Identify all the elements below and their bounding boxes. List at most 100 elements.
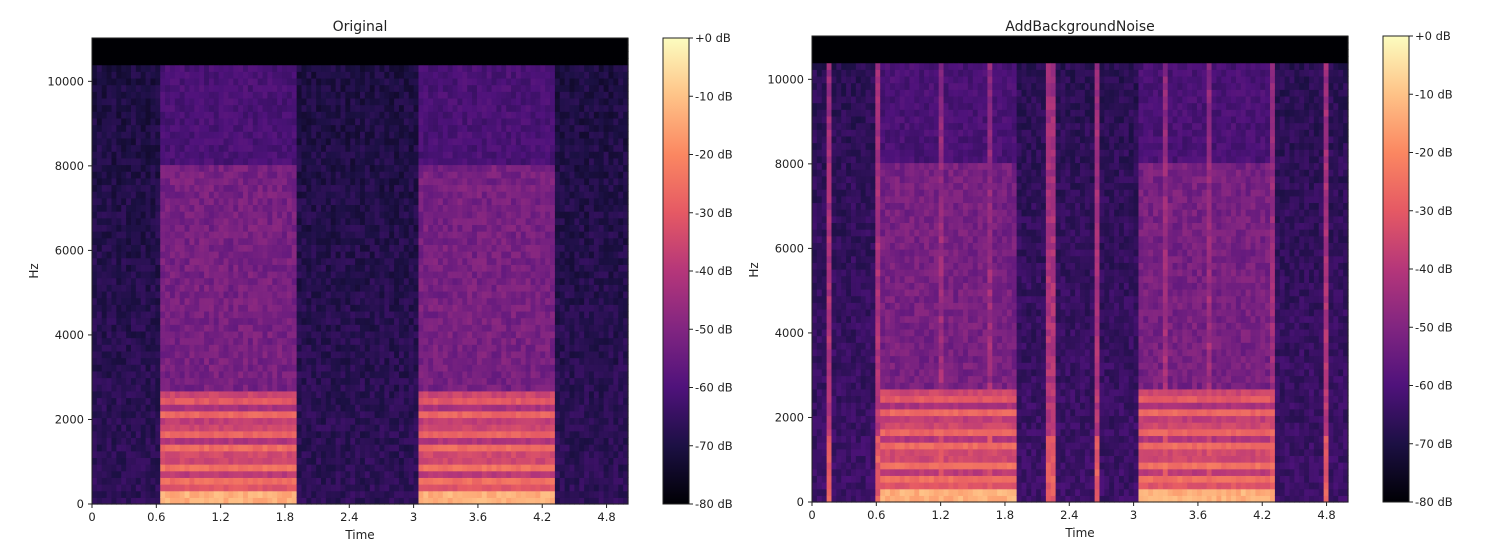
spectrogram-cell [394, 137, 400, 146]
spectrogram-cell [252, 277, 259, 285]
spectrogram-cell [174, 424, 181, 432]
spectrogram-cell [189, 337, 195, 345]
spectrogram-cell [316, 290, 322, 299]
spectrogram-cell [413, 77, 420, 86]
spectrogram-cell [413, 91, 420, 99]
spectrogram-cell [340, 84, 346, 92]
spectrogram-cell [208, 377, 215, 385]
spectrogram-cell [408, 151, 415, 159]
spectrogram-cell [272, 337, 278, 345]
spectrogram-cell [218, 38, 225, 46]
spectrogram-cell [189, 317, 195, 325]
spectrogram-cell [126, 97, 132, 106]
spectrogram-cell [350, 384, 356, 392]
spectrogram-cell [418, 38, 424, 46]
spectrogram-cell [145, 157, 152, 166]
spectrogram-cell [199, 430, 205, 439]
spectrogram-cell [369, 38, 376, 46]
spectrogram-cell [408, 457, 415, 465]
spectrogram-cell [155, 257, 161, 265]
spectrogram-cell [364, 77, 371, 86]
spectrogram-cell [194, 484, 200, 492]
spectrogram-cell [223, 417, 230, 425]
spectrogram-cell [155, 424, 161, 432]
spectrogram-cell [355, 444, 361, 452]
spectrogram-cell [165, 437, 171, 445]
spectrogram-cell [286, 317, 293, 325]
spectrogram-cell [238, 424, 244, 432]
spectrogram-cell [247, 464, 254, 472]
spectrogram-cell [92, 430, 98, 439]
spectrogram-cell [335, 177, 342, 186]
spectrogram-cell [389, 497, 395, 505]
spectrogram-cell [238, 377, 244, 385]
spectrogram-cell [126, 317, 132, 325]
spectrogram-cell [238, 191, 244, 199]
spectrogram-cell [238, 410, 244, 419]
spectrogram-cell [247, 477, 254, 485]
spectrogram-cell [96, 131, 103, 139]
spectrogram-cell [204, 324, 210, 332]
spectrogram-cell [360, 350, 366, 359]
spectrogram-cell [301, 497, 307, 505]
spectrogram-cell [116, 71, 122, 79]
spectrogram-cell [189, 470, 195, 478]
spectrogram-cell [306, 490, 312, 498]
spectrogram-cell [204, 91, 210, 99]
spectrogram-cell [433, 131, 439, 139]
spectrogram-cell [106, 297, 113, 305]
spectrogram-cell [238, 317, 244, 325]
spectrogram-cell [92, 91, 98, 99]
spectrogram-cell [135, 477, 142, 485]
spectrogram-cell [223, 217, 230, 225]
spectrogram-cell [262, 304, 269, 312]
spectrogram-cell [243, 184, 249, 192]
spectrogram-cell [252, 344, 259, 352]
spectrogram-cell [296, 330, 303, 339]
spectrogram-cell [379, 91, 385, 99]
spectrogram-cell [92, 457, 98, 465]
spectrogram-cell [360, 237, 366, 245]
spectrogram-cell [272, 430, 278, 439]
spectrogram-cell [286, 71, 293, 79]
spectrogram-cell [389, 44, 395, 52]
spectrogram-cell [194, 377, 200, 385]
spectrogram-cell [398, 211, 405, 219]
spectrogram-cell [218, 397, 225, 405]
spectrogram-cell [355, 117, 361, 126]
spectrogram-cell [233, 290, 239, 299]
spectrogram-cell [296, 204, 303, 212]
spectrogram-cell [369, 237, 376, 245]
spectrogram-cell [272, 297, 278, 305]
spectrogram-cell [355, 324, 361, 332]
spectrogram-cell [316, 97, 322, 106]
spectrogram-cell [145, 384, 152, 392]
spectrogram-cell [413, 290, 420, 299]
spectrogram-cell [316, 464, 322, 472]
spectrogram-cell [121, 211, 127, 219]
spectrogram-cell [277, 164, 283, 172]
spectrogram-cell [286, 430, 293, 439]
spectrogram-cell [291, 157, 298, 166]
spectrogram-cell [403, 244, 410, 252]
spectrogram-cell [360, 197, 366, 206]
spectrogram-cell [389, 324, 395, 332]
spectrogram-cell [364, 357, 371, 365]
spectrogram-cell [306, 191, 312, 199]
spectrogram-cell [228, 430, 234, 439]
spectrogram-cell [257, 57, 264, 66]
spectrogram-cell [238, 450, 244, 458]
spectrogram-cell [394, 211, 400, 219]
spectrogram-cell [330, 364, 337, 372]
spectrogram-cell [360, 444, 366, 452]
spectrogram-cell [150, 424, 156, 432]
spectrogram-cell [335, 450, 342, 458]
spectrogram-cell [140, 177, 147, 186]
spectrogram-cell [330, 184, 337, 192]
spectrogram-cell [208, 144, 215, 152]
spectrogram-cell [418, 257, 424, 265]
spectrogram-cell [355, 164, 361, 172]
spectrogram-cell [140, 344, 147, 352]
spectrogram-cell [272, 290, 278, 299]
spectrogram-cell [408, 477, 415, 485]
